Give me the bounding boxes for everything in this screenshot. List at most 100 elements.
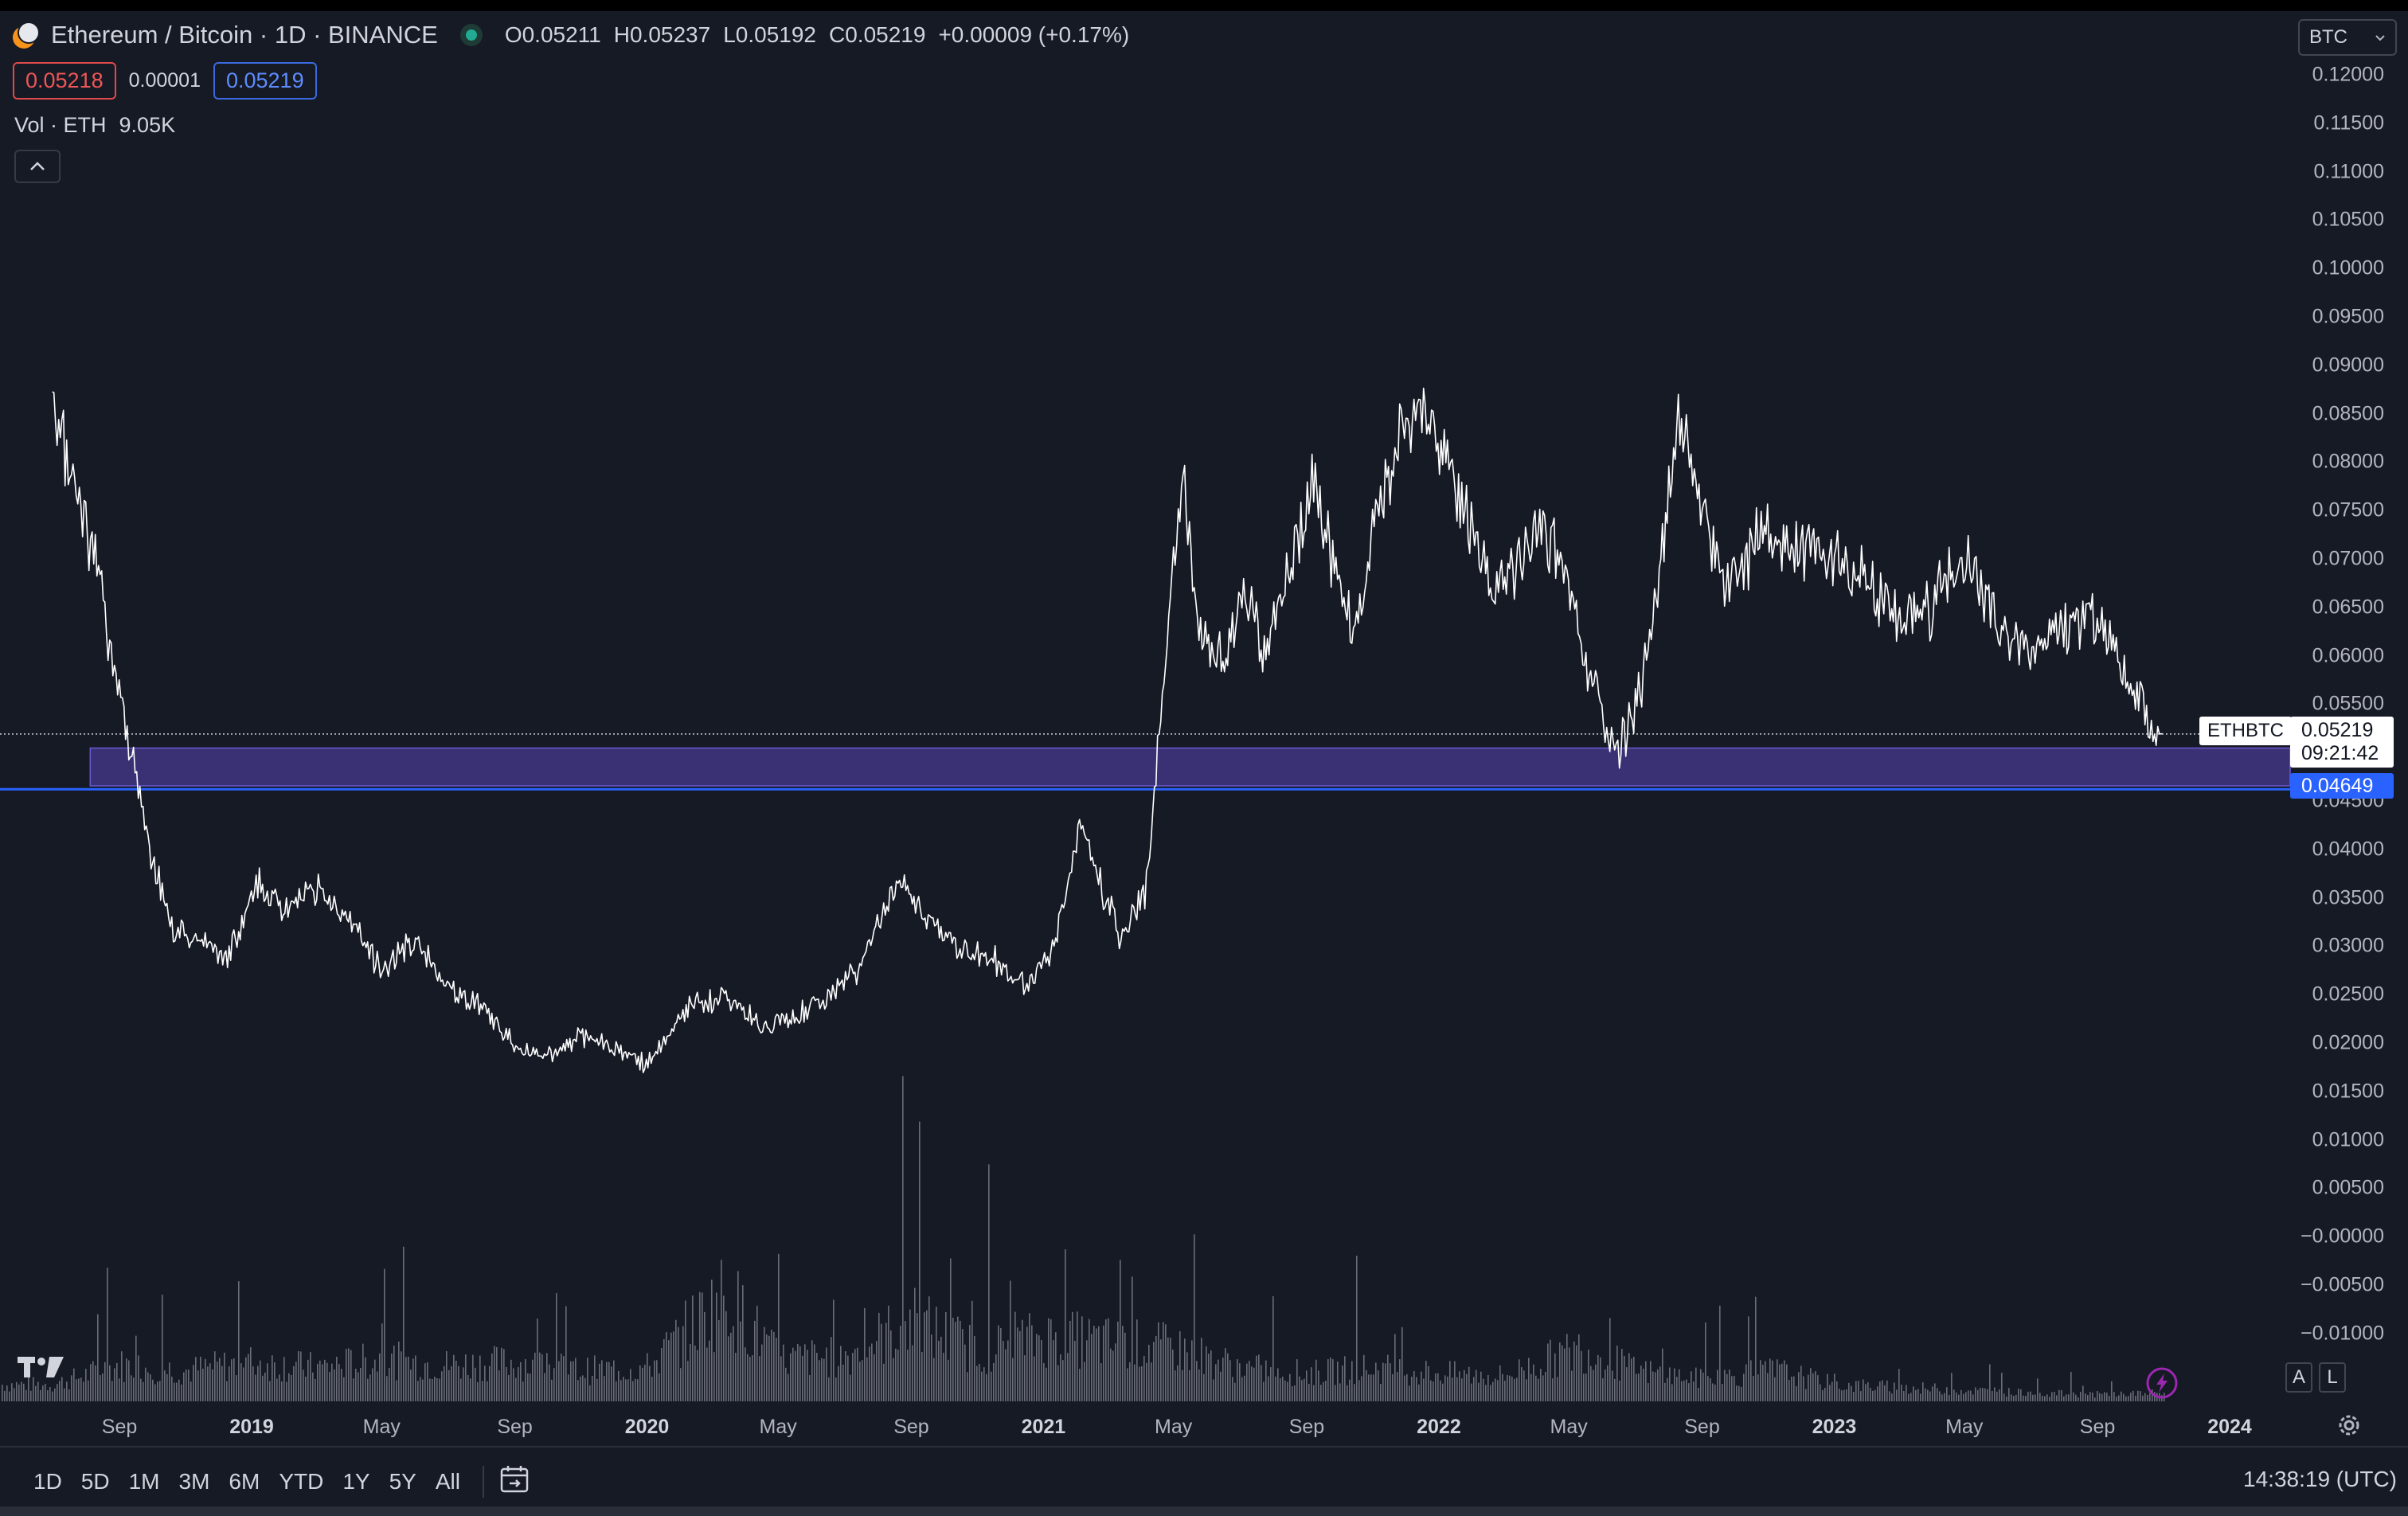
range-1d-button[interactable]: 1D (33, 1468, 62, 1494)
volume-bar (998, 1325, 999, 1401)
volume-bar (539, 1352, 541, 1401)
volume-bar (670, 1332, 672, 1401)
volume-bar (1616, 1345, 1618, 1401)
volume-bar (1413, 1371, 1415, 1401)
price-axis-tick-label: 0.09500 (2312, 305, 2384, 328)
spread-value: 0.00001 (128, 69, 201, 92)
volume-bar (281, 1381, 283, 1401)
volume-bar (685, 1300, 686, 1401)
volume-bar (1440, 1380, 1441, 1401)
currency-select[interactable]: BTC (2298, 19, 2397, 56)
volume-bar (2066, 1394, 2067, 1401)
volume-bar (1977, 1389, 1979, 1401)
volume-bar (255, 1374, 256, 1401)
volume-bar (826, 1347, 827, 1401)
collapse-legend-button[interactable] (14, 150, 61, 183)
volume-bar (960, 1320, 961, 1401)
volume-bar (405, 1357, 407, 1401)
volume-bar (2046, 1394, 2048, 1401)
volume-bar (183, 1372, 185, 1401)
volume-bar (1098, 1326, 1100, 1401)
volume-bar (1650, 1361, 1652, 1401)
range-6m-button[interactable]: 6M (229, 1468, 260, 1494)
volume-bar (1927, 1389, 1929, 1401)
price-axis-tick-label: −0.00000 (2300, 1225, 2384, 1248)
volume-bar (1688, 1383, 1690, 1401)
tradingview-logo-icon[interactable] (18, 1354, 68, 1385)
volume-bar (231, 1359, 233, 1401)
range-all-button[interactable]: All (435, 1468, 460, 1494)
volume-bar (1886, 1380, 1888, 1401)
volume-bar (964, 1344, 966, 1401)
volume-bar (1294, 1385, 1296, 1401)
volume-bar (983, 1367, 985, 1401)
utc-clock[interactable]: 14:38:19 (UTC) (2243, 1467, 2397, 1491)
volume-bar (940, 1336, 942, 1401)
volume-bar (1559, 1342, 1561, 1401)
volume-bar (967, 1372, 968, 1401)
volume-bar (1148, 1344, 1150, 1401)
price-axis-tick-label: 0.04000 (2312, 838, 2384, 861)
calendar-goto-icon[interactable] (498, 1463, 530, 1499)
volume-bar (1781, 1363, 1783, 1401)
volume-bar (1550, 1339, 1551, 1401)
volume-bar (659, 1373, 660, 1401)
volume-bar (1681, 1381, 1683, 1401)
volume-bar (2152, 1389, 2153, 1401)
auto-scale-button[interactable]: A (2285, 1362, 2312, 1393)
volume-bar (1253, 1367, 1255, 1401)
volume-bar (893, 1358, 894, 1401)
volume-bar (1774, 1377, 1776, 1401)
log-scale-button[interactable]: L (2319, 1362, 2346, 1393)
volume-bar (1619, 1380, 1620, 1401)
volume-bar (1858, 1381, 1859, 1401)
volume-bar (733, 1326, 734, 1401)
volume-bar (1695, 1367, 1697, 1401)
volume-bar (319, 1360, 321, 1401)
range-1m-button[interactable]: 1M (128, 1468, 160, 1494)
volume-bar (917, 1313, 918, 1401)
volume-bar (1736, 1385, 1738, 1401)
volume-bar (1456, 1377, 1458, 1401)
price-series-line[interactable] (52, 387, 2163, 1073)
gear-icon[interactable] (2336, 1412, 2362, 1442)
volume-bar (1521, 1367, 1523, 1401)
symbol-title[interactable]: Ethereum / Bitcoin · 1D · BINANCE (51, 21, 438, 49)
range-ytd-button[interactable]: YTD (279, 1468, 324, 1494)
volume-bar (1449, 1361, 1451, 1401)
volume-bar (573, 1361, 574, 1401)
volume-bar (2099, 1393, 2101, 1401)
lightning-icon[interactable] (2145, 1366, 2179, 1404)
volume-bar (604, 1376, 605, 1401)
volume-bar (455, 1360, 457, 1401)
buy-price-button[interactable]: 0.05219 (213, 62, 317, 100)
volume-bar (322, 1364, 323, 1401)
range-1y-button[interactable]: 1Y (342, 1468, 370, 1494)
volume-bar (981, 1371, 983, 1401)
volume-bar (1683, 1380, 1685, 1401)
volume-bar (871, 1343, 873, 1401)
range-5y-button[interactable]: 5Y (389, 1468, 416, 1494)
volume-bar (1870, 1388, 1871, 1401)
volume-bar (623, 1377, 624, 1401)
range-3m-button[interactable]: 3M (178, 1468, 210, 1494)
volume-bar (11, 1383, 13, 1401)
volume-bar (1129, 1362, 1131, 1401)
volume-bar (329, 1371, 330, 1401)
volume-bar (1062, 1360, 1064, 1401)
volume-bar (1671, 1384, 1673, 1401)
sell-price-button[interactable]: 0.05218 (13, 62, 116, 100)
bid-ask-row: 0.05218 0.00001 0.05219 (13, 62, 317, 100)
volume-bar (1667, 1377, 1668, 1401)
support-zone-rectangle[interactable] (89, 747, 2291, 787)
volume-bar (1996, 1391, 1998, 1401)
volume-bar (186, 1369, 187, 1401)
volume-bar (85, 1369, 87, 1401)
volume-bar (1394, 1334, 1396, 1401)
volume-bar (1471, 1383, 1472, 1401)
volume-bar (995, 1354, 997, 1401)
volume-bar (831, 1337, 832, 1401)
volume-bar (45, 1384, 46, 1401)
range-5d-button[interactable]: 5D (80, 1468, 110, 1494)
